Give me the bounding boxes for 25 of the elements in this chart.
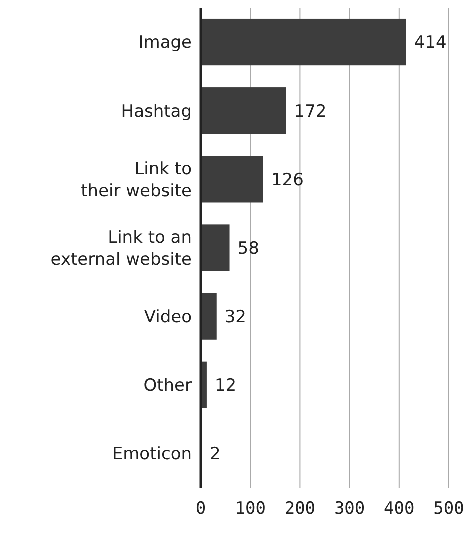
y-tick-label: Video	[144, 308, 192, 328]
data-label: 126	[271, 170, 304, 190]
x-tick-label: 200	[284, 499, 316, 520]
y-tick-label: Other	[144, 376, 192, 396]
data-label: 414	[414, 33, 447, 54]
bar	[201, 18, 406, 66]
x-tick-label: 0	[196, 499, 206, 520]
bar	[201, 156, 264, 203]
y-tick-label: Image	[138, 33, 192, 54]
data-label: 2	[210, 444, 221, 465]
bar	[201, 224, 230, 272]
y-tick-label: Emoticon	[112, 444, 192, 465]
data-label: 32	[224, 308, 247, 328]
y-tick-label: Link to an external website	[50, 228, 192, 270]
x-tick-label: 400	[384, 499, 415, 520]
y-tick-label: Link to their website	[81, 159, 192, 202]
x-tick-label: 100	[235, 499, 266, 520]
data-label: 172	[294, 102, 327, 122]
bar	[201, 293, 217, 340]
y-tick-label: Hashtag	[121, 102, 192, 122]
data-label: 12	[214, 376, 237, 396]
data-label: 58	[238, 238, 260, 259]
x-tick-label: 300	[334, 499, 366, 520]
bar	[201, 88, 286, 134]
x-tick-label: 500	[434, 499, 464, 520]
